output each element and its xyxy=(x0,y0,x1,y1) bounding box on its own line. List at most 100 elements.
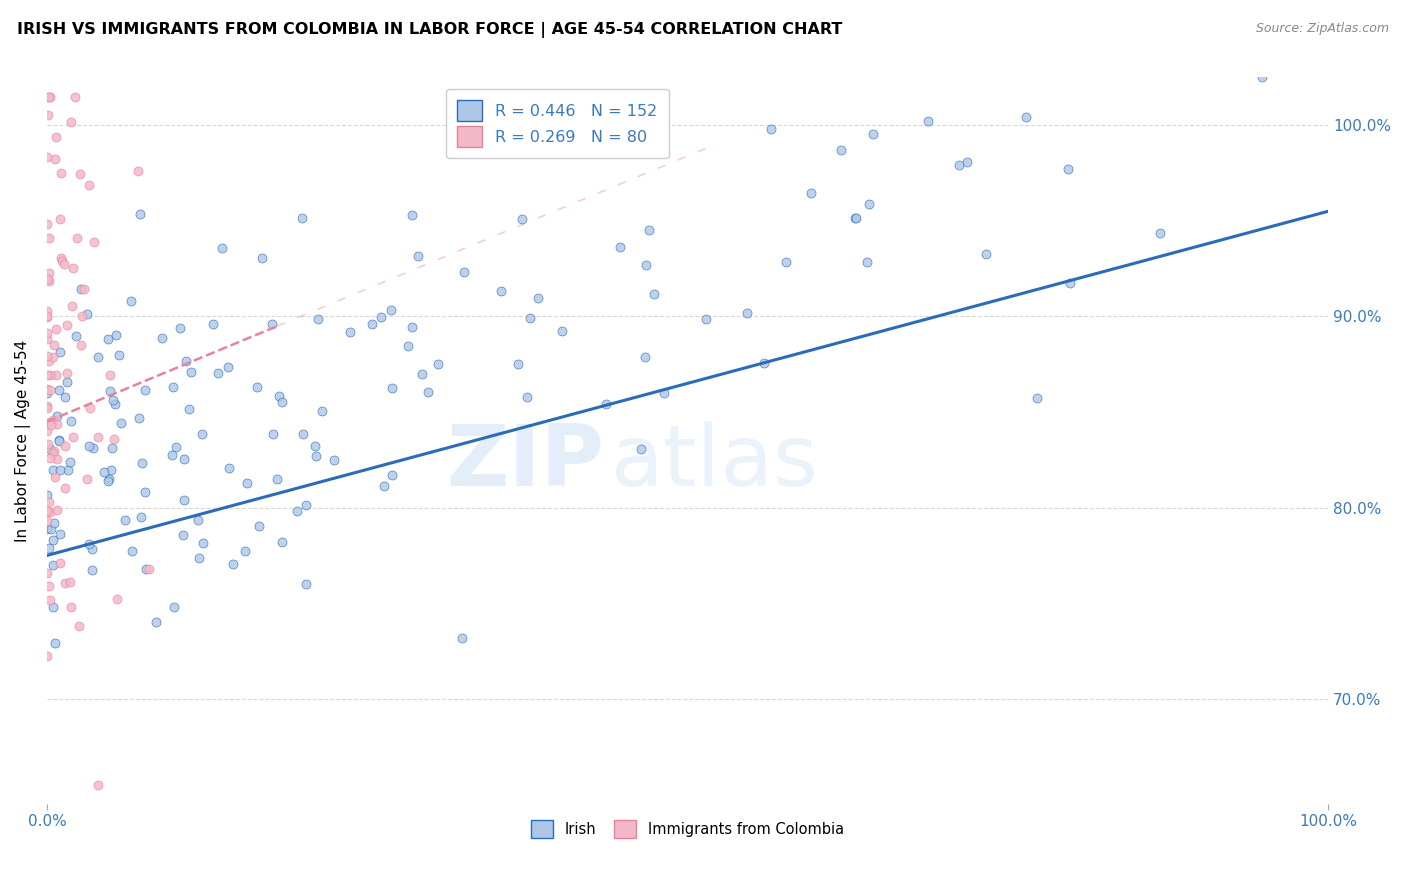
Point xyxy=(134,485,156,500)
Point xyxy=(127,164,149,178)
Point xyxy=(37,108,59,122)
Point xyxy=(49,527,72,541)
Point xyxy=(174,354,197,368)
Point xyxy=(595,397,617,411)
Point xyxy=(73,282,96,296)
Point xyxy=(48,434,70,449)
Point xyxy=(508,357,530,371)
Point xyxy=(39,522,62,536)
Point xyxy=(44,469,66,483)
Point xyxy=(38,541,60,556)
Point xyxy=(173,493,195,508)
Point xyxy=(759,122,782,136)
Point xyxy=(381,468,404,483)
Point xyxy=(38,266,60,280)
Point xyxy=(56,462,79,476)
Point xyxy=(262,426,284,441)
Point xyxy=(66,231,89,245)
Point xyxy=(69,167,91,181)
Point xyxy=(162,380,184,394)
Point xyxy=(39,593,62,607)
Point xyxy=(516,390,538,404)
Point xyxy=(401,319,423,334)
Point xyxy=(38,495,60,509)
Point xyxy=(98,384,121,398)
Point xyxy=(844,211,866,226)
Point xyxy=(489,285,512,299)
Point xyxy=(77,178,100,192)
Point xyxy=(37,504,59,518)
Point xyxy=(695,311,717,326)
Point xyxy=(246,380,269,394)
Point xyxy=(38,89,60,103)
Point xyxy=(49,212,72,227)
Point xyxy=(131,457,153,471)
Point xyxy=(630,442,652,456)
Point xyxy=(634,258,657,272)
Point xyxy=(191,427,214,442)
Point xyxy=(295,499,318,513)
Text: atlas: atlas xyxy=(610,421,818,504)
Point xyxy=(59,115,82,129)
Point xyxy=(406,249,429,263)
Point xyxy=(103,392,125,407)
Point xyxy=(35,488,58,502)
Point xyxy=(37,326,59,341)
Point xyxy=(77,438,100,452)
Point xyxy=(38,354,60,368)
Point xyxy=(519,311,541,326)
Point xyxy=(42,338,65,352)
Point xyxy=(311,404,333,418)
Point xyxy=(104,397,127,411)
Point xyxy=(285,503,308,517)
Text: Source: ZipAtlas.com: Source: ZipAtlas.com xyxy=(1256,22,1389,36)
Point xyxy=(53,439,76,453)
Point xyxy=(97,333,120,347)
Point xyxy=(976,247,998,261)
Point xyxy=(207,366,229,380)
Point xyxy=(51,166,73,180)
Point xyxy=(44,636,66,650)
Point xyxy=(42,412,65,426)
Point xyxy=(262,317,284,331)
Point xyxy=(634,350,657,364)
Point xyxy=(129,207,152,221)
Point xyxy=(101,441,124,455)
Point xyxy=(193,535,215,549)
Point xyxy=(110,416,132,430)
Point xyxy=(70,309,93,323)
Point xyxy=(917,114,939,128)
Point xyxy=(46,503,69,517)
Point xyxy=(37,272,59,286)
Point xyxy=(271,394,294,409)
Point xyxy=(305,449,328,463)
Point xyxy=(135,562,157,576)
Point xyxy=(45,130,67,145)
Point xyxy=(380,303,402,318)
Point xyxy=(35,332,58,346)
Point xyxy=(291,427,314,442)
Point xyxy=(858,196,880,211)
Point xyxy=(45,409,67,423)
Point xyxy=(411,368,433,382)
Point xyxy=(67,619,90,633)
Point xyxy=(51,254,73,268)
Point xyxy=(60,299,83,313)
Point xyxy=(55,375,77,389)
Point xyxy=(307,312,329,326)
Point xyxy=(82,442,104,456)
Point xyxy=(370,310,392,325)
Point xyxy=(38,230,60,244)
Point xyxy=(41,533,63,547)
Point xyxy=(53,481,76,495)
Point xyxy=(550,324,572,338)
Point xyxy=(38,368,60,382)
Point xyxy=(120,294,142,309)
Text: IRISH VS IMMIGRANTS FROM COLOMBIA IN LABOR FORCE | AGE 45-54 CORRELATION CHART: IRISH VS IMMIGRANTS FROM COLOMBIA IN LAB… xyxy=(17,22,842,38)
Point xyxy=(56,318,79,332)
Point xyxy=(39,451,62,466)
Point xyxy=(37,437,59,451)
Point xyxy=(35,304,58,318)
Point xyxy=(323,453,346,467)
Point xyxy=(107,348,129,362)
